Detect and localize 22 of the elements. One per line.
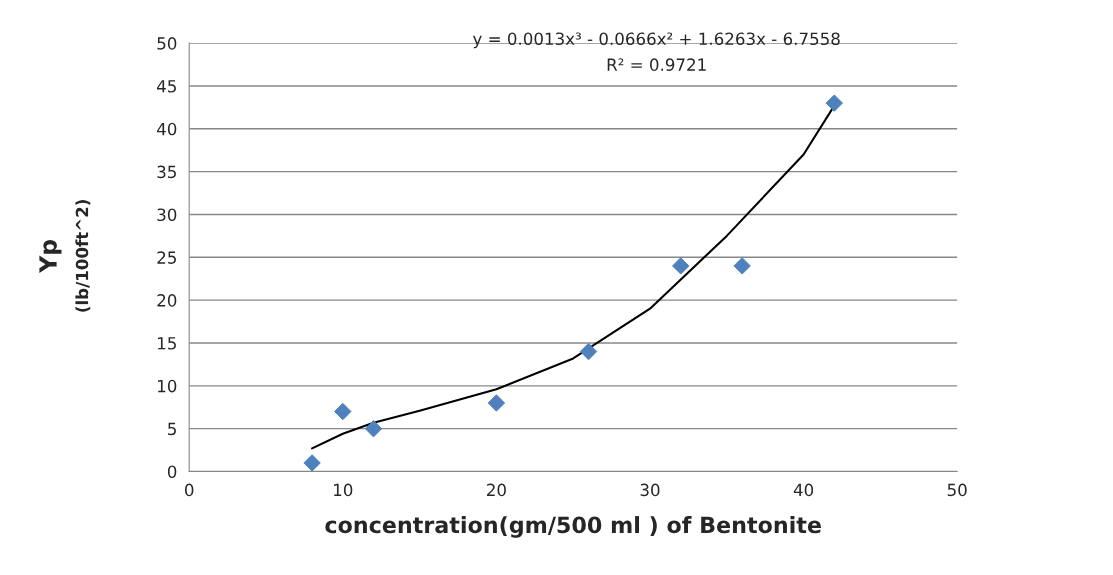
x-axis-title: concentration(gm/500 ml ) of Bentonite <box>325 516 821 538</box>
y-tick-label: 50 <box>157 37 177 50</box>
y-tick-label: 40 <box>157 122 177 136</box>
y-tick-label: 0 <box>167 465 177 479</box>
x-tick-label: 50 <box>947 483 967 497</box>
annotation: R² = 0.9721 <box>607 58 706 71</box>
y-tick-label: 30 <box>157 208 177 222</box>
x-tick-label: 0 <box>185 483 194 497</box>
y-tick-label: 10 <box>158 379 177 393</box>
y-tick-label: 15 <box>158 337 176 350</box>
y-axis-title: Yp (lb/100ft^2) <box>39 200 91 312</box>
x-tick-label: 30 <box>640 483 660 497</box>
y-tick-label: 5 <box>168 422 176 436</box>
y-tick-label: 20 <box>157 294 177 307</box>
y-tick-label: 35 <box>157 165 176 179</box>
x-tick-label: 10 <box>334 483 353 497</box>
x-tick-label: 40 <box>793 483 814 497</box>
annotation: y = 0.0013x³ - 0.0666x² + 1.6263x - 6.7558 <box>472 32 840 49</box>
y-tick-label: 25 <box>157 251 176 264</box>
x-tick-label: 20 <box>487 483 506 497</box>
point <box>364 419 383 438</box>
y-tick-label: 45 <box>157 80 176 93</box>
